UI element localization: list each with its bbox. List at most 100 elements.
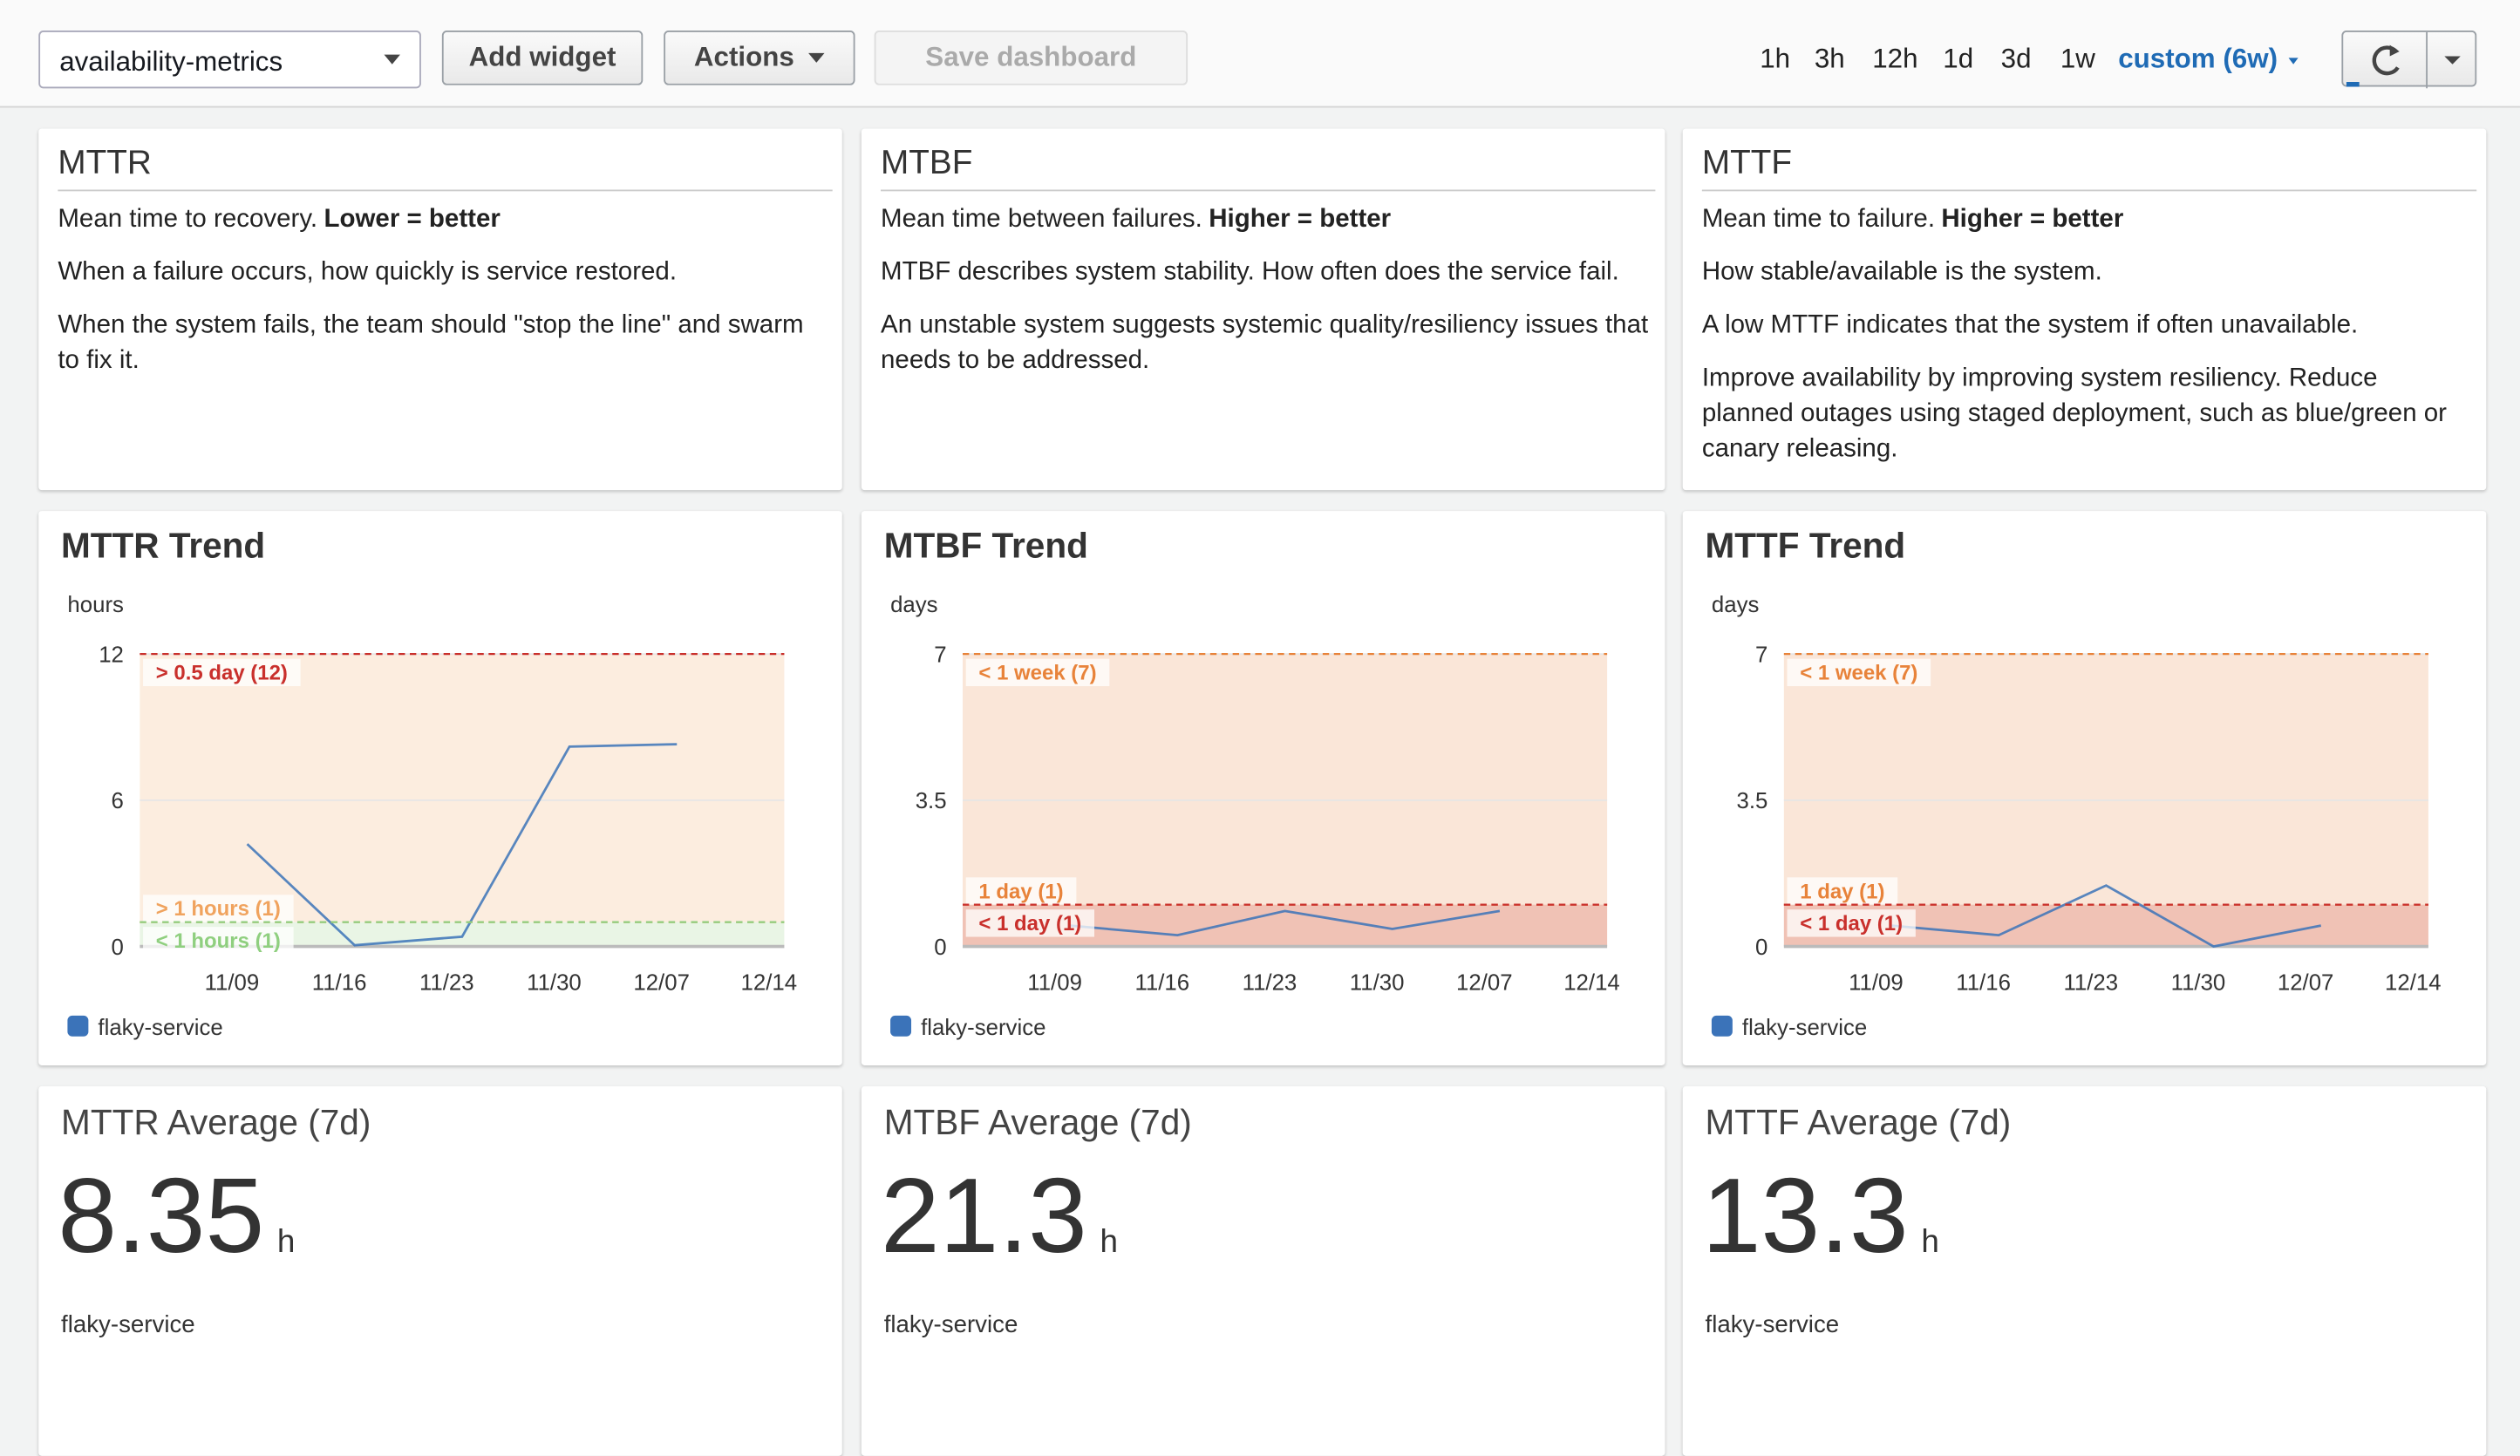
annotation-label: < 1 week (7) (978, 662, 1096, 685)
x-tick-label: 11/23 (1243, 970, 1297, 995)
legend-label: flaky-service (921, 1016, 1045, 1040)
y-tick-label: 3.5 (916, 789, 947, 813)
metric-unit: h (276, 1224, 296, 1260)
time-range[interactable]: 1w (2060, 43, 2095, 74)
paragraph-text: An unstable system suggests systemic qua… (881, 311, 1649, 375)
chart-title: MTTR Trend (61, 526, 265, 566)
y-tick-label: 0 (112, 936, 124, 960)
paragraph: When the system fails, the team should "… (58, 309, 826, 379)
x-tick-label: 12/07 (633, 970, 690, 995)
metric-unit: h (1921, 1224, 1939, 1260)
text-widget: MTBF Mean time between failures. Higher = … (861, 128, 1665, 491)
annotation-label: < 1 week (7) (1800, 662, 1917, 685)
annotation-fill (140, 654, 785, 922)
caret (2288, 57, 2299, 64)
annotation-label-bg (143, 895, 294, 922)
text-widget: MTTF Mean time to failure. Higher = better… (1682, 128, 2487, 491)
annotation-label-bg (965, 877, 1077, 905)
x-tick-label: 12/07 (1456, 970, 1513, 995)
caret (808, 52, 825, 63)
paragraph-text: How stable/available is the system. (1701, 258, 2102, 287)
paragraph-text: MTBF describes system stability. How oft… (881, 258, 1619, 287)
x-tick-label: 11/16 (1956, 970, 2011, 995)
refresh-group (2341, 31, 2478, 89)
y-tick-label: 0 (934, 936, 946, 960)
series-line (1890, 884, 2322, 949)
annotation-label-bg (965, 658, 1110, 687)
dashboard-name: availability-metrics (59, 46, 283, 78)
annotation-label: > 1 hours (1) (156, 897, 281, 921)
y-tick-label: 0 (1755, 936, 1767, 960)
legend-swatch (1711, 1015, 1733, 1037)
x-tick-label: 11/30 (1350, 970, 1405, 995)
actions-button[interactable]: Actions (664, 31, 855, 85)
x-tick-label: 12/14 (741, 970, 798, 995)
series-line (1070, 909, 1501, 937)
annotation-label-bg (1787, 909, 1916, 937)
metric: 8.35 h (58, 1153, 295, 1276)
x-tick-label: 11/30 (2171, 970, 2226, 995)
paragraph: A low MTTF indicates that the system if … (1702, 309, 2470, 344)
paragraph-text: When the system fails, the team should "… (58, 311, 804, 375)
annotation-label: 1 day (1) (978, 880, 1063, 903)
refresh-icon[interactable] (2343, 31, 2478, 89)
paragraph: When a failure occurs, how quickly is se… (58, 255, 826, 291)
legend-swatch (890, 1015, 912, 1037)
chart-widget: MTTR Trend hours 0 6 12 11/09 11/16 11/23 11/30 1… (38, 511, 842, 1065)
time-range[interactable]: 3h (1814, 43, 1845, 74)
add-widget-button[interactable]: Add widget (441, 31, 644, 85)
x-tick-label: 12/14 (2385, 970, 2442, 995)
toolbar: availability-metrics Add widget Actions … (0, 0, 2520, 108)
x-tick-label: 11/09 (1027, 970, 1082, 995)
time-range[interactable]: 1d (1943, 43, 1974, 74)
button-label: Add widget (468, 41, 616, 72)
chart: MTTR Trend hours 0 6 12 11/09 11/16 11/23 11/30 1… (61, 526, 798, 1040)
paragraph: Mean time to failure. Higher = better (1702, 202, 2470, 238)
number-widget: MTTF Average (7d) 13.3 h flaky-service (1682, 1085, 2487, 1456)
legend-swatch (67, 1015, 89, 1037)
widget-title: MTTR Average (7d) (61, 1102, 371, 1143)
paragraph: An unstable system suggests systemic qua… (881, 309, 1649, 379)
paragraph-emphasis: Higher = better (1209, 205, 1392, 234)
button-label: Save dashboard (925, 41, 1137, 72)
x-tick-label: 11/16 (1134, 970, 1189, 995)
series-line (246, 743, 678, 947)
annotation-label-bg (143, 658, 301, 687)
widget-body: Mean time between failures. Higher = bett… (881, 202, 1649, 397)
time-range[interactable]: 12h (1872, 43, 1918, 74)
time-range[interactable]: 3d (2000, 43, 2032, 74)
dashboard-select[interactable]: availability-metrics (38, 31, 421, 89)
custom-range-label: custom (6w) (2118, 43, 2278, 74)
widget-title: MTTF Average (7d) (1705, 1102, 2012, 1143)
chart-widget: MTBF Trend days 0 3.5 7 11/09 11/16 11/23 11/30 1… (861, 511, 1665, 1065)
annotation-label-bg (1787, 658, 1931, 687)
y-tick-label: 3.5 (1737, 789, 1768, 813)
x-tick-label: 11/09 (1849, 970, 1904, 995)
widget-title: MTBF (881, 145, 1656, 192)
paragraph-text: Mean time to failure. (1701, 205, 1936, 234)
annotation-label-bg (1787, 877, 1898, 905)
paragraph: Improve availability by improving system… (1702, 362, 2470, 468)
time-range[interactable]: 1h (1760, 43, 1791, 74)
x-tick-label: 11/09 (205, 970, 260, 995)
metric-value: 21.3 (881, 1155, 1087, 1275)
annotation-label-bg (143, 927, 294, 955)
annotation-label-bg (965, 909, 1095, 937)
widget-title: MTTR (58, 145, 833, 192)
paragraph-text: Improve availability by improving system… (1701, 364, 2448, 463)
save-dashboard-button[interactable]: Save dashboard (874, 31, 1188, 85)
paragraph-text: A low MTTF indicates that the system if … (1701, 311, 2359, 339)
caret (384, 54, 400, 65)
chart: MTTF Trend days 0 3.5 7 11/09 11/16 11/23 11/30 1… (1706, 526, 2442, 1040)
annotation-label: < 1 day (1) (978, 912, 1081, 936)
custom-range[interactable]: custom (6w) (2118, 44, 2299, 76)
annotation-label: > 0.5 day (12) (156, 662, 288, 685)
chart-title: MTTF Trend (1706, 526, 1906, 566)
widget-title: MTTF (1701, 145, 2477, 192)
chart: MTBF Trend days 0 3.5 7 11/09 11/16 11/23 11/30 1… (884, 526, 1620, 1040)
annotation-label: 1 day (1) (1800, 880, 1884, 903)
y-tick-label: 6 (112, 789, 124, 813)
legend-label: flaky-service (1742, 1016, 1867, 1040)
